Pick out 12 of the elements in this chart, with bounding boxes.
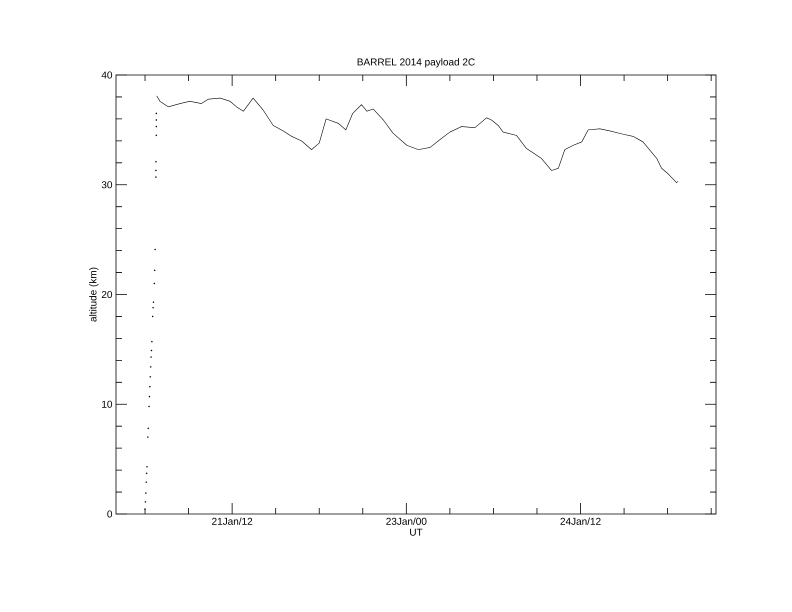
y-tick-label: 20: [102, 290, 112, 298]
x-tick-label: 23Jan/00: [386, 518, 427, 525]
y-tick-label: 40: [102, 71, 112, 79]
chart-title: BARREL 2014 payload 2C: [358, 58, 475, 68]
x-tick-label: 21Jan/12: [212, 518, 252, 525]
y-tick-label: 30: [102, 181, 112, 188]
line-series: [156, 96, 678, 183]
y-tick-label: 10: [102, 400, 112, 408]
x-tick-label: 24Jan/12: [560, 518, 601, 525]
x-axis-title: UT: [410, 528, 422, 536]
y-axis-title: altitude (km): [89, 268, 98, 322]
y-tick-label: 0: [107, 510, 112, 518]
